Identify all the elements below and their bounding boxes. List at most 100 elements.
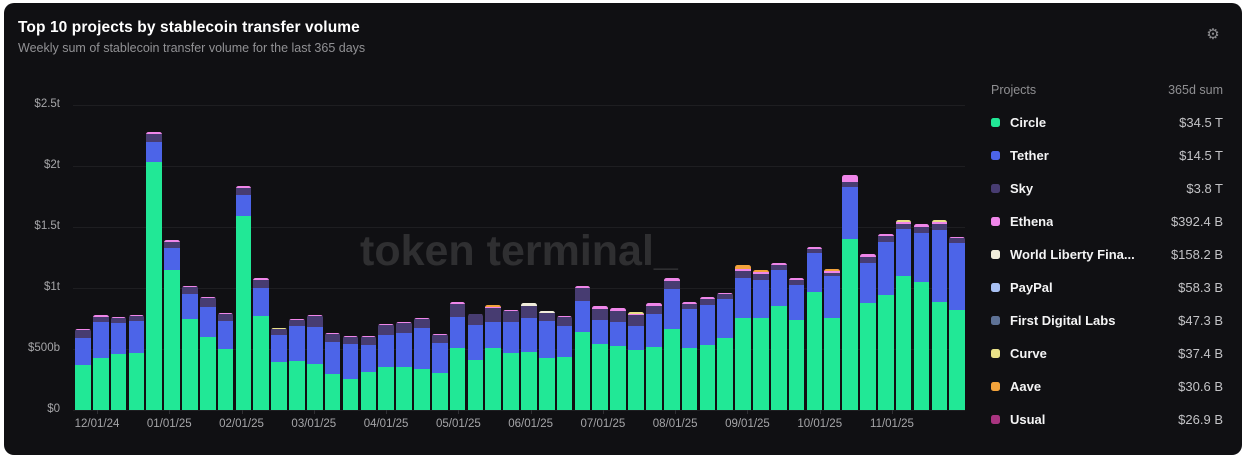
bar-segment-curve[interactable] xyxy=(895,220,912,223)
bar-week-2[interactable] xyxy=(92,315,109,410)
bar-segment-sky[interactable] xyxy=(681,303,698,310)
bar-week-47[interactable] xyxy=(895,220,912,410)
bar-segment-ethena[interactable] xyxy=(574,286,591,288)
bar-segment-tether[interactable] xyxy=(663,288,680,330)
bar-week-14[interactable] xyxy=(306,315,323,410)
bar-segment-tether[interactable] xyxy=(164,248,180,270)
bar-segment-ethena[interactable] xyxy=(217,313,234,315)
bar-week-35[interactable] xyxy=(681,301,698,410)
bar-segment-circle[interactable] xyxy=(824,318,841,410)
bar-week-11[interactable] xyxy=(253,278,270,410)
bar-segment-tether[interactable] xyxy=(699,304,716,345)
bar-segment-curve[interactable] xyxy=(271,327,287,329)
bar-segment-sky[interactable] xyxy=(485,307,502,322)
bar-segment-ethena[interactable] xyxy=(182,286,198,288)
bar-segment-ethena[interactable] xyxy=(378,323,394,325)
bar-segment-circle[interactable] xyxy=(663,329,680,410)
bar-segment-sky[interactable] xyxy=(753,274,769,280)
bar-segment-tether[interactable] xyxy=(913,233,930,282)
bar-segment-aave[interactable] xyxy=(735,265,751,269)
bar-segment-circle[interactable] xyxy=(449,347,466,410)
bar-week-42[interactable] xyxy=(806,246,823,410)
bar-segment-ethena[interactable] xyxy=(842,174,858,182)
bar-week-28[interactable] xyxy=(556,316,573,410)
bar-segment-tether[interactable] xyxy=(753,279,769,319)
bar-week-10[interactable] xyxy=(235,186,252,410)
bar-segment-circle[interactable] xyxy=(306,363,323,410)
legend-row-aave[interactable]: Aave $30.6 B xyxy=(991,370,1223,403)
bar-segment-circle[interactable] xyxy=(324,373,341,410)
bar-segment-tether[interactable] xyxy=(271,335,287,363)
bar-segment-circle[interactable] xyxy=(574,331,591,410)
bar-segment-curve[interactable] xyxy=(628,312,644,315)
bar-segment-tether[interactable] xyxy=(360,344,377,372)
bar-segment-ethena[interactable] xyxy=(253,278,270,280)
bar-segment-circle[interactable] xyxy=(556,357,573,410)
bar-segment-circle[interactable] xyxy=(842,239,858,410)
bar-segment-sky[interactable] xyxy=(360,337,377,345)
bar-segment-circle[interactable] xyxy=(271,362,287,410)
bar-segment-tether[interactable] xyxy=(146,141,163,163)
bar-segment-tether[interactable] xyxy=(931,229,948,302)
bar-segment-tether[interactable] xyxy=(485,321,502,349)
bar-segment-ethena[interactable] xyxy=(895,222,912,224)
bar-segment-circle[interactable] xyxy=(788,319,805,410)
bar-segment-circle[interactable] xyxy=(735,318,751,410)
bar-segment-curve[interactable] xyxy=(931,220,948,223)
bar-week-23[interactable] xyxy=(467,313,484,410)
bar-segment-tether[interactable] xyxy=(324,342,341,374)
bar-segment-tether[interactable] xyxy=(110,322,127,355)
bar-segment-aave[interactable] xyxy=(824,268,841,272)
bar-segment-sky[interactable] xyxy=(699,299,716,305)
bar-week-43[interactable] xyxy=(824,268,841,410)
bar-week-38[interactable] xyxy=(735,265,751,410)
bar-segment-circle[interactable] xyxy=(610,345,626,410)
bar-segment-ethena[interactable] xyxy=(431,334,448,336)
bar-segment-ethena[interactable] xyxy=(735,268,751,271)
bar-segment-sky[interactable] xyxy=(253,279,270,288)
bar-segment-tether[interactable] xyxy=(503,321,519,354)
bar-segment-tether[interactable] xyxy=(681,309,698,349)
bar-segment-sky[interactable] xyxy=(110,317,127,323)
legend-row-sky[interactable]: Sky $3.8 T xyxy=(991,172,1223,205)
bar-week-6[interactable] xyxy=(164,240,180,410)
bar-segment-tether[interactable] xyxy=(806,253,823,292)
bar-segment-ethena[interactable] xyxy=(164,240,180,242)
bar-segment-ethena[interactable] xyxy=(556,316,573,317)
bar-segment-sky[interactable] xyxy=(628,315,644,326)
bar-segment-tether[interactable] xyxy=(289,325,305,361)
bar-segment-ethena[interactable] xyxy=(592,306,609,310)
bar-segment-ethena[interactable] xyxy=(306,315,323,317)
bar-segment-ethena[interactable] xyxy=(485,306,502,308)
bar-segment-circle[interactable] xyxy=(164,269,180,410)
bar-segment-aave[interactable] xyxy=(485,305,502,307)
bar-segment-tether[interactable] xyxy=(770,269,787,306)
bar-week-29[interactable] xyxy=(574,286,591,410)
bar-segment-sky[interactable] xyxy=(663,280,680,289)
bar-segment-circle[interactable] xyxy=(485,348,502,410)
bar-segment-ethena[interactable] xyxy=(342,336,359,337)
bar-segment-sky[interactable] xyxy=(342,336,359,344)
bar-segment-sky[interactable] xyxy=(414,318,430,329)
bar-segment-ethena[interactable] xyxy=(449,302,466,304)
bar-segment-ethena[interactable] xyxy=(860,254,876,258)
bar-segment-ethena[interactable] xyxy=(806,246,823,250)
bar-segment-tether[interactable] xyxy=(556,325,573,358)
bar-week-24[interactable] xyxy=(485,305,502,410)
bar-week-33[interactable] xyxy=(646,302,662,410)
bar-segment-sky[interactable] xyxy=(521,305,537,319)
bar-segment-ethena[interactable] xyxy=(717,292,734,294)
bar-segment-sky[interactable] xyxy=(289,319,305,326)
bar-week-27[interactable] xyxy=(538,311,555,410)
bar-segment-tether[interactable] xyxy=(449,316,466,348)
bar-segment-circle[interactable] xyxy=(628,350,644,410)
bar-segment-ethena[interactable] xyxy=(663,278,680,281)
bar-segment-sky[interactable] xyxy=(467,314,484,325)
bar-week-5[interactable] xyxy=(146,131,163,410)
bar-segment-circle[interactable] xyxy=(699,344,716,410)
bar-segment-circle[interactable] xyxy=(289,360,305,410)
bar-week-7[interactable] xyxy=(182,286,198,410)
legend-row-world-liberty-fina[interactable]: World Liberty Fina... $158.2 B xyxy=(991,238,1223,271)
bar-segment-circle[interactable] xyxy=(895,276,912,410)
bar-segment-sky[interactable] xyxy=(146,134,163,142)
